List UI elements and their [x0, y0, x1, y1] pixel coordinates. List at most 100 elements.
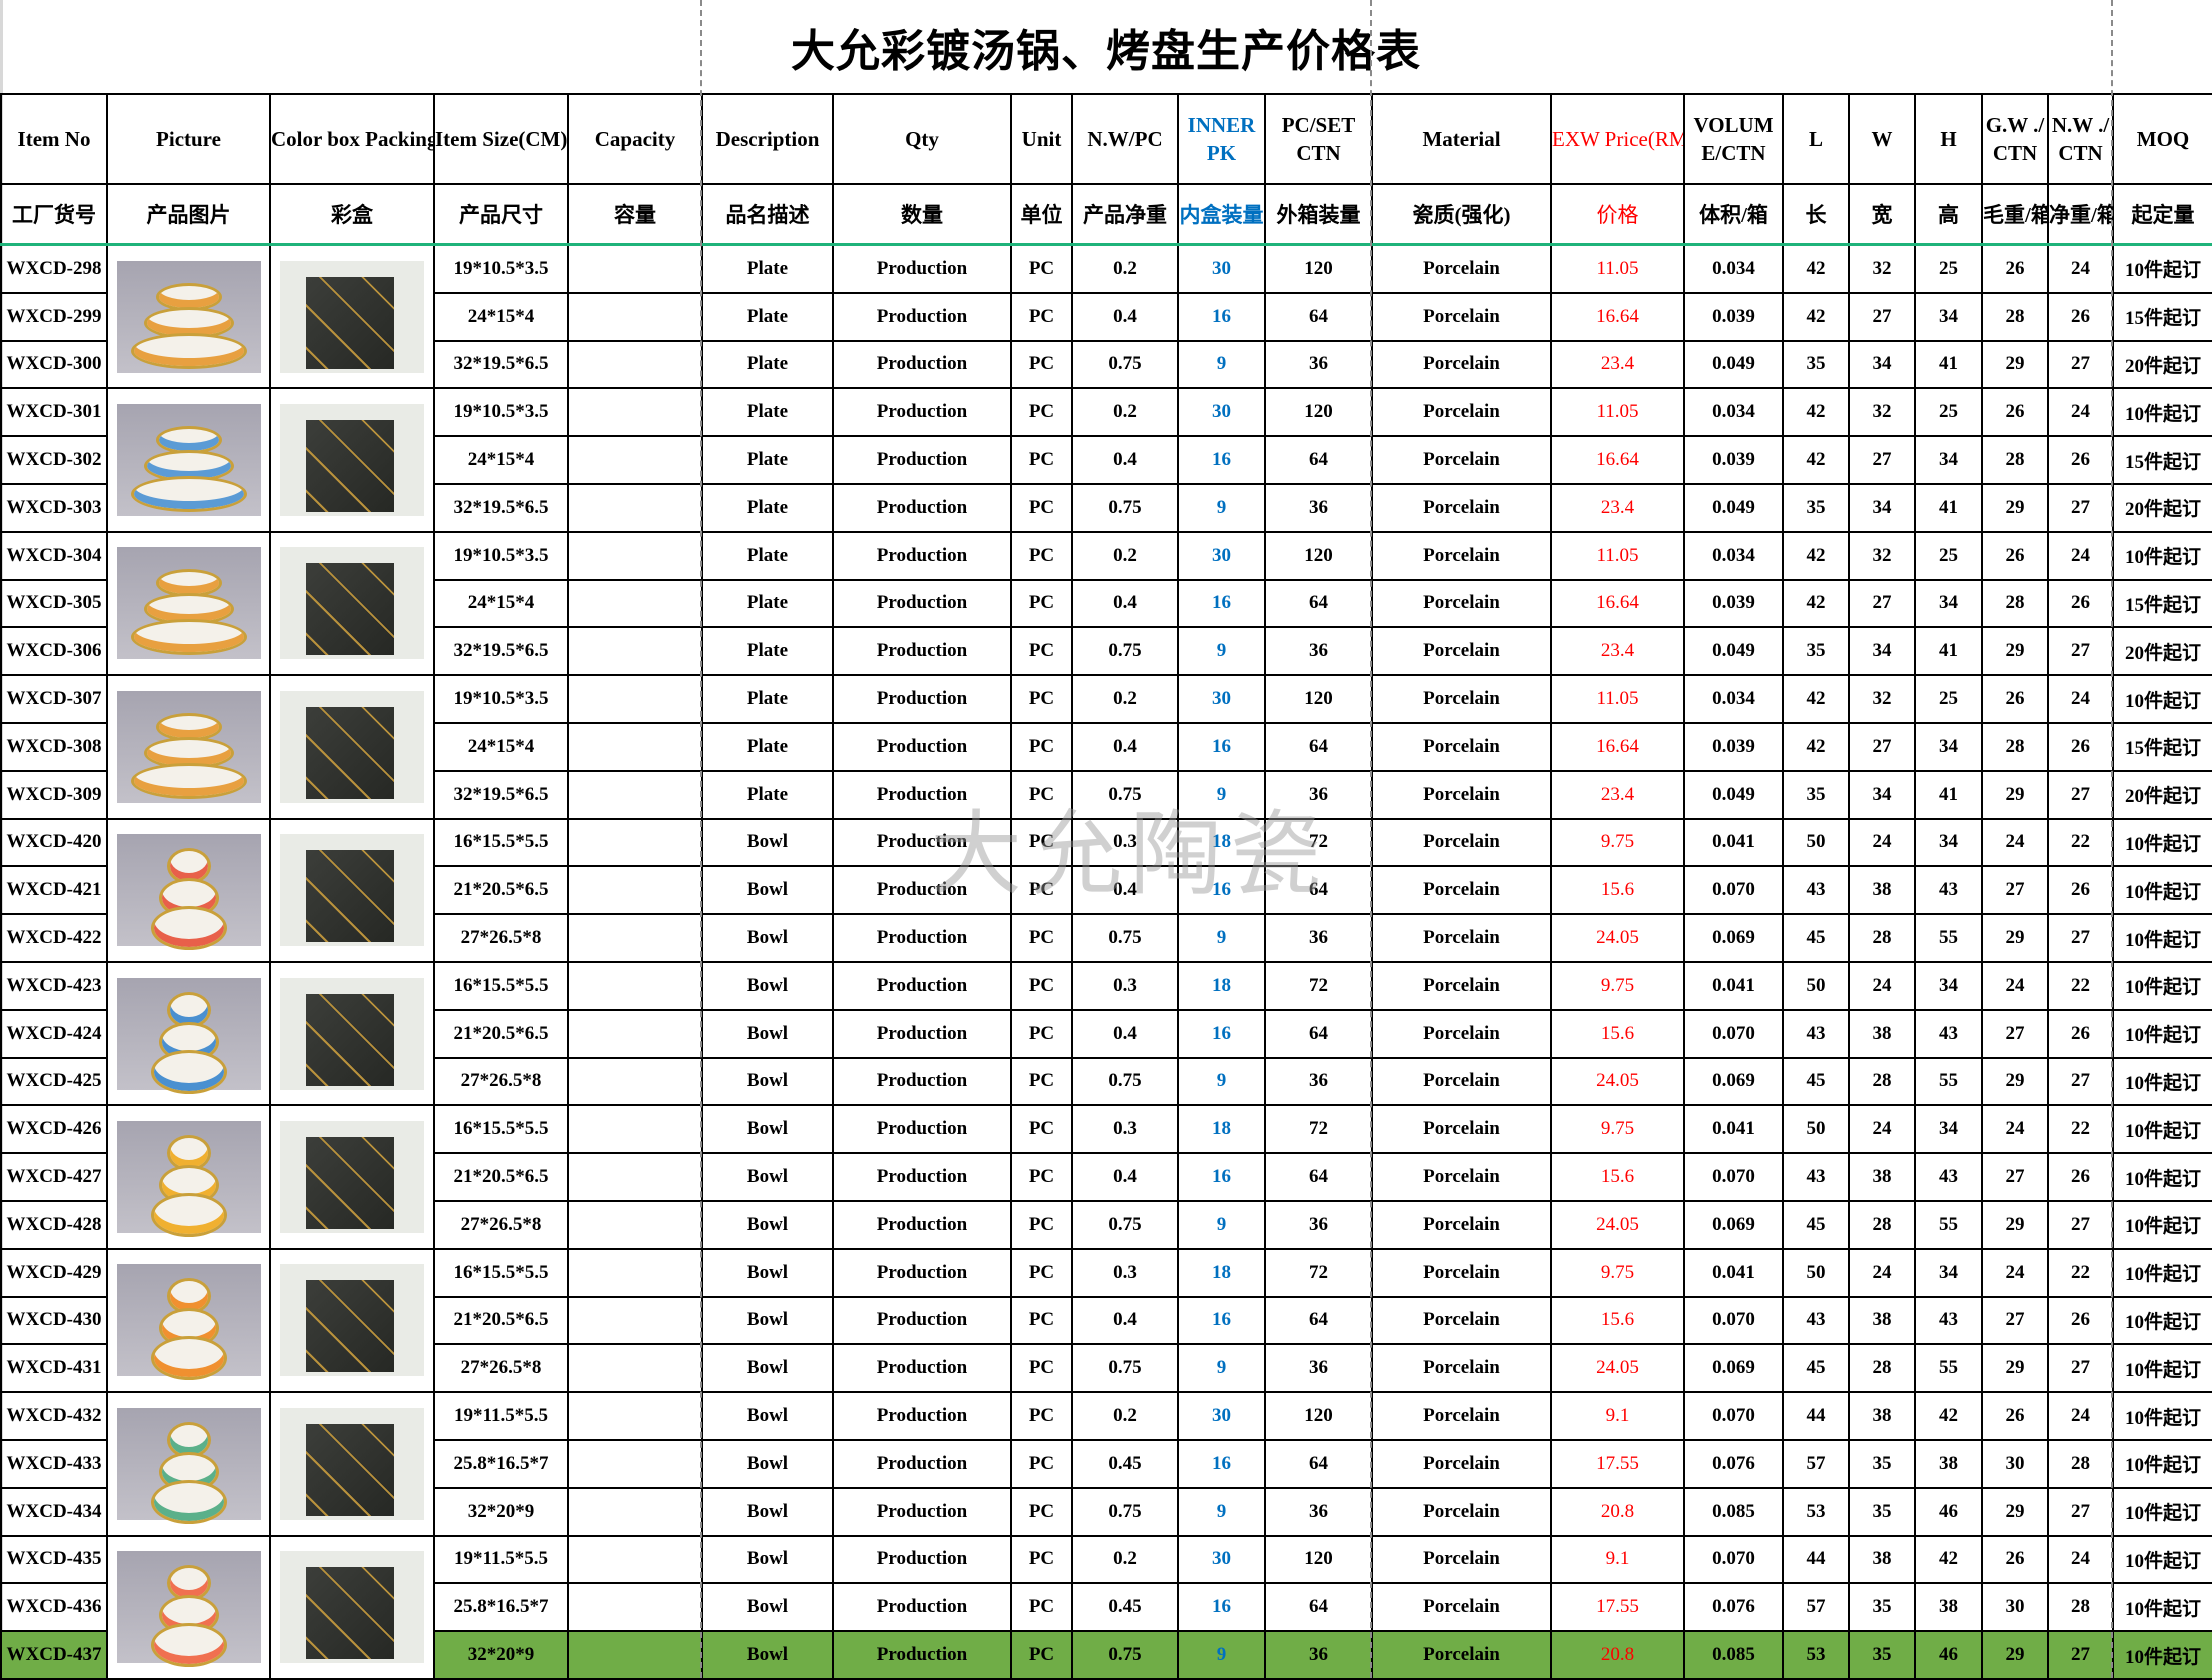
cell-qty: Production	[832, 674, 1012, 724]
cell-unit: PC	[1010, 1534, 1073, 1585]
cell-gw-ctn: 28	[1981, 435, 2049, 485]
cell-moq: 20件起订	[2112, 626, 2212, 677]
table-row[interactable]: WXCD-436 25.8*16.5*7 Bowl Production PC 0.45 1…	[0, 1582, 2212, 1633]
cell-gw-ctn: 29	[1981, 339, 2049, 390]
cell-length: 42	[1782, 721, 1850, 772]
cell-pc-set-ctn: 64	[1264, 435, 1373, 485]
table-row[interactable]: WXCD-308 24*15*4 Plate Production PC 0.4 16 64 P…	[0, 721, 2212, 772]
color-box-photo-icon[interactable]	[280, 1264, 424, 1377]
cell-nw-ctn: 26	[2047, 1008, 2114, 1059]
cell-inner-pk: 16	[1177, 1008, 1266, 1059]
gift-box-shape	[306, 1137, 394, 1230]
table-row[interactable]: WXCD-423 16*15.5*5.5 Bowl Production PC 0.3 18…	[0, 960, 2212, 1107]
cell-volume-ctn: 0.039	[1683, 578, 1784, 629]
cell-volume-ctn: 0.041	[1683, 960, 1784, 1011]
plate-set-photo-icon[interactable]	[116, 260, 261, 373]
color-box-photo-icon[interactable]	[280, 1407, 424, 1520]
cell-pc-set-ctn: 64	[1264, 1438, 1373, 1489]
color-box-photo-icon[interactable]	[280, 690, 424, 803]
plate-set-photo-icon[interactable]	[116, 404, 261, 517]
cell-volume-ctn: 0.069	[1683, 913, 1784, 963]
table-row[interactable]: WXCD-426 16*15.5*5.5 Bowl Production PC 0.3 18…	[0, 1104, 2212, 1250]
cell-capacity	[567, 530, 703, 581]
table-row[interactable]: WXCD-434 32*20*9 Bowl Production PC 0.75 9 36 Po…	[0, 1486, 2212, 1537]
cell-exw-price: 9.75	[1550, 817, 1685, 868]
bowl-set-photo-icon[interactable]	[116, 1407, 261, 1524]
cell-inner-pk: 16	[1177, 865, 1266, 916]
cell-capacity	[567, 1534, 703, 1585]
cell-volume-ctn: 0.070	[1683, 1152, 1784, 1202]
table-row[interactable]: WXCD-306 32*19.5*6.5 Plate Production PC 0.75…	[0, 626, 2212, 677]
cell-pc-set-ctn: 36	[1264, 1630, 1373, 1680]
table-row[interactable]: WXCD-428 27*26.5*8 Bowl Production PC 0.75 9 36…	[0, 1199, 2212, 1250]
cell-height: 34	[1914, 960, 1983, 1011]
table-row[interactable]: WXCD-299 24*15*4 Plate Production PC 0.4 16 64 P…	[0, 291, 2212, 342]
table-row[interactable]: WXCD-420 16*15.5*5.5 Bowl Production PC 0.3 18…	[0, 817, 2212, 963]
cell-nw-pc: 0.4	[1071, 721, 1179, 772]
header-height: H	[1914, 93, 1983, 185]
dish-shape	[130, 762, 247, 799]
table-row[interactable]: WXCD-433 25.8*16.5*7 Bowl Production PC 0.45 1…	[0, 1438, 2212, 1489]
cell-height: 43	[1914, 865, 1983, 916]
plate-set-photo-icon[interactable]	[116, 547, 261, 660]
table-row[interactable]: WXCD-307 19*10.5*3.5 Plate Production PC 0.2 3…	[0, 674, 2212, 820]
cell-description: Bowl	[701, 1152, 834, 1202]
cell-moq: 10件起订	[2112, 1152, 2212, 1202]
cell-width: 38	[1848, 1534, 1916, 1585]
cell-qty: Production	[832, 721, 1012, 772]
table-row[interactable]: WXCD-425 27*26.5*8 Bowl Production PC 0.75 9 36…	[0, 1056, 2212, 1107]
cell-capacity	[567, 1247, 703, 1298]
cell-capacity	[567, 291, 703, 342]
cell-nw-pc: 0.75	[1071, 626, 1179, 677]
cell-item-size: 32*20*9	[433, 1486, 569, 1537]
bowl-set-photo-icon[interactable]	[116, 834, 261, 951]
table-row[interactable]: WXCD-309 32*19.5*6.5 Plate Production PC 0.75…	[0, 769, 2212, 820]
table-row[interactable]: WXCD-430 21*20.5*6.5 Bowl Production PC 0.4 16…	[0, 1295, 2212, 1346]
color-box-photo-icon[interactable]	[280, 404, 424, 517]
cell-pc-set-ctn: 36	[1264, 339, 1373, 390]
table-row[interactable]: WXCD-300 32*19.5*6.5 Plate Production PC 0.75…	[0, 339, 2212, 390]
color-box-photo-icon[interactable]	[280, 834, 424, 947]
gift-box-shape	[306, 420, 394, 513]
cell-length: 45	[1782, 1343, 1850, 1394]
color-box-photo-icon[interactable]	[280, 977, 424, 1090]
table-row[interactable]: WXCD-435 19*11.5*5.5 Bowl Production PC 0.2 30…	[0, 1534, 2212, 1680]
table-row[interactable]: WXCD-302 24*15*4 Plate Production PC 0.4 16 64 P…	[0, 435, 2212, 485]
plate-set-photo-icon[interactable]	[116, 690, 261, 803]
color-box-photo-icon[interactable]	[280, 260, 424, 373]
cell-qty: Production	[832, 1486, 1012, 1537]
color-box-photo-icon[interactable]	[280, 547, 424, 660]
table-row[interactable]: WXCD-303 32*19.5*6.5 Plate Production PC 0.75…	[0, 482, 2212, 533]
table-row[interactable]: WXCD-431 27*26.5*8 Bowl Production PC 0.75 9 36…	[0, 1343, 2212, 1394]
table-row[interactable]: WXCD-424 21*20.5*6.5 Bowl Production PC 0.4 16…	[0, 1008, 2212, 1059]
bowl-set-photo-icon[interactable]	[116, 1121, 261, 1238]
cell-qty: Production	[832, 482, 1012, 533]
table-row[interactable]: WXCD-429 16*15.5*5.5 Bowl Production PC 0.3 18…	[0, 1247, 2212, 1394]
cell-item-size: 16*15.5*5.5	[433, 960, 569, 1011]
color-box-photo-icon[interactable]	[280, 1121, 424, 1234]
cell-inner-pk: 9	[1177, 1056, 1266, 1107]
table-row[interactable]: WXCD-298 19*10.5*3.5 Plate Production PC 0.2 3…	[0, 243, 2212, 390]
bowl-set-photo-icon[interactable]	[116, 1551, 261, 1668]
table-row[interactable]: WXCD-422 27*26.5*8 Bowl Production PC 0.75 9 36…	[0, 913, 2212, 963]
cell-item-no: WXCD-300	[0, 339, 108, 390]
cell-moq: 10件起订	[2112, 1343, 2212, 1394]
cell-item-size: 24*15*4	[433, 291, 569, 342]
cell-width: 38	[1848, 1295, 1916, 1346]
header-length: L	[1782, 93, 1850, 185]
table-row[interactable]: WXCD-432 19*11.5*5.5 Bowl Production PC 0.2 30…	[0, 1391, 2212, 1537]
bowl-set-photo-icon[interactable]	[116, 1264, 261, 1381]
color-box-photo-icon[interactable]	[280, 1551, 424, 1664]
cell-description: Bowl	[701, 1295, 834, 1346]
table-row[interactable]: WXCD-304 19*10.5*3.5 Plate Production PC 0.2 3…	[0, 530, 2212, 677]
table-row[interactable]: WXCD-437 32*20*9 Bowl Production PC 0.75 9 36 Po…	[0, 1630, 2212, 1680]
table-row[interactable]: WXCD-301 19*10.5*3.5 Plate Production PC 0.2 3…	[0, 387, 2212, 533]
table-row[interactable]: WXCD-421 21*20.5*6.5 Bowl Production PC 0.4 16…	[0, 865, 2212, 916]
cell-volume-ctn: 0.085	[1683, 1630, 1784, 1680]
header-gw-ctn: G.W ./ CTN	[1981, 93, 2049, 185]
cell-volume-ctn: 0.070	[1683, 1391, 1784, 1441]
cell-description: Plate	[701, 721, 834, 772]
bowl-set-photo-icon[interactable]	[116, 977, 261, 1094]
table-row[interactable]: WXCD-305 24*15*4 Plate Production PC 0.4 16 64 P…	[0, 578, 2212, 629]
table-row[interactable]: WXCD-427 21*20.5*6.5 Bowl Production PC 0.4 16…	[0, 1152, 2212, 1202]
